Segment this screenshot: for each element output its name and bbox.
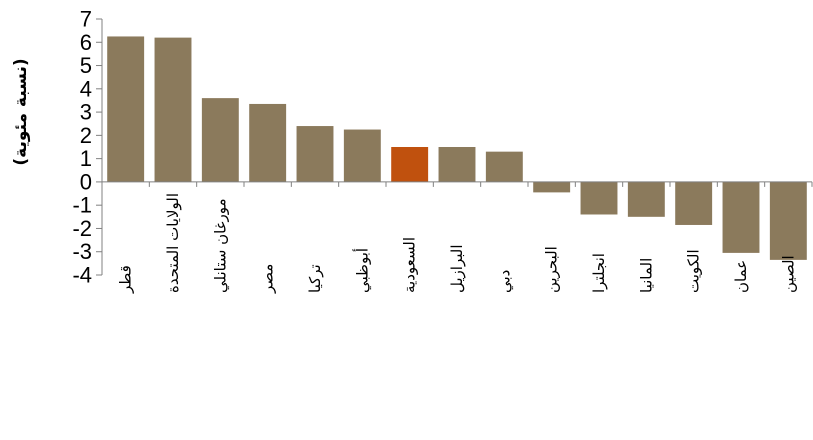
bar [722, 181, 760, 253]
bar [107, 36, 145, 182]
x-tick-label: دبي [495, 270, 514, 293]
bars [107, 36, 807, 260]
bar [438, 147, 476, 182]
bar [154, 37, 192, 182]
x-tick-label: البرازيل [448, 245, 466, 294]
y-tick-label: -3 [72, 239, 92, 264]
bar [249, 103, 287, 182]
x-tick-labels: قطر الولايات المتحدة مورغان ستانلي مصر تركيا… [117, 193, 798, 294]
x-tick-label: أبوظبي [352, 248, 372, 293]
x-tick-label: مصر [259, 264, 277, 294]
x-tick-label: المانيا [637, 258, 655, 293]
y-tick-label: -2 [72, 216, 92, 241]
x-tick-label: تركيا [306, 264, 324, 293]
y-tick-label: 0 [80, 169, 92, 194]
bar [201, 98, 239, 182]
y-tick-label: 6 [80, 30, 92, 55]
y-tick-label: 2 [80, 123, 92, 148]
y-tick-label: -4 [72, 263, 92, 288]
y-tick-label: 3 [80, 100, 92, 125]
y-tick-label: 5 [80, 53, 92, 78]
bar [485, 151, 523, 182]
bar [580, 181, 618, 215]
x-tick-label: الولايات المتحدة [164, 193, 182, 293]
bar [627, 181, 665, 217]
y-tick-label: 4 [80, 76, 92, 101]
bar [296, 126, 334, 182]
x-tick-label: السعودية [401, 237, 419, 293]
x-axis [101, 181, 813, 187]
bar [675, 181, 713, 225]
bar [391, 147, 429, 182]
x-tick-label: انجلترا [590, 253, 608, 293]
bar [769, 181, 807, 260]
x-tick-label: البحرين [543, 246, 561, 293]
y-tick-label: -1 [72, 193, 92, 218]
y-tick-label: 1 [80, 146, 92, 171]
x-tick-label: الصين [779, 255, 797, 293]
y-tick-label: 7 [80, 7, 92, 32]
bar [533, 181, 571, 193]
x-tick-label: قطر [117, 265, 135, 294]
y-axis-label: (نسبة مئوية) [11, 58, 31, 165]
x-tick-label: عمان [732, 260, 750, 293]
bar [343, 129, 381, 182]
x-tick-label: الكويت [685, 249, 703, 293]
x-tick-label: مورغان ستانلي [211, 198, 230, 293]
